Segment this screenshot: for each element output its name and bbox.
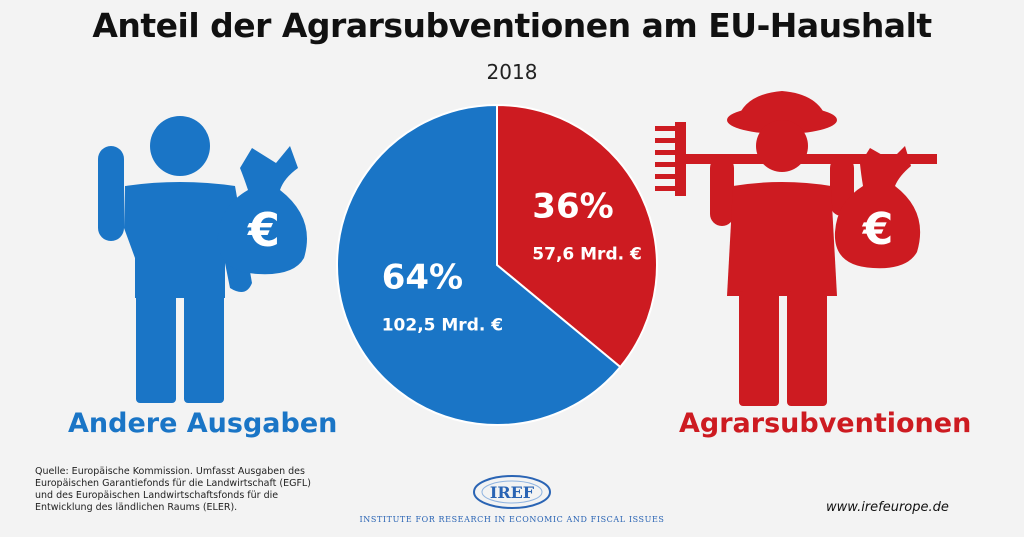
slice-value-label: 102,5 Mrd. € [382,315,503,335]
pie-slice-andere-ausgaben [336,103,622,426]
label-andere-ausgaben: Andere Ausgaben [68,408,338,439]
slice-value-label: 57,6 Mrd. € [532,245,642,265]
slice-percent-label: 64% [382,257,463,297]
farmer-with-rake-and-money-bag-icon: € [655,91,937,406]
logo-name: IREF [490,483,535,502]
chart-subtitle: 2018 [486,60,538,84]
label-agrarsubventionen: Agrarsubventionen [679,408,972,439]
euro-icon: € [247,203,280,257]
source-note: Quelle: Europäische Kommission. Umfasst … [35,466,311,513]
slice-percent-label: 36% [532,187,613,227]
pie-slice-agrarsubventionen [496,103,658,369]
iref-logo: IREF [473,475,551,509]
logo-tagline: Institute for Research in Economic and F… [359,515,665,524]
euro-icon: € [862,204,894,255]
person-with-money-bag-icon: € [98,116,307,403]
chart-title: Anteil der Agrarsubventionen am EU-Haush… [92,6,932,45]
website-link[interactable]: www.irefeurope.de [826,500,949,515]
